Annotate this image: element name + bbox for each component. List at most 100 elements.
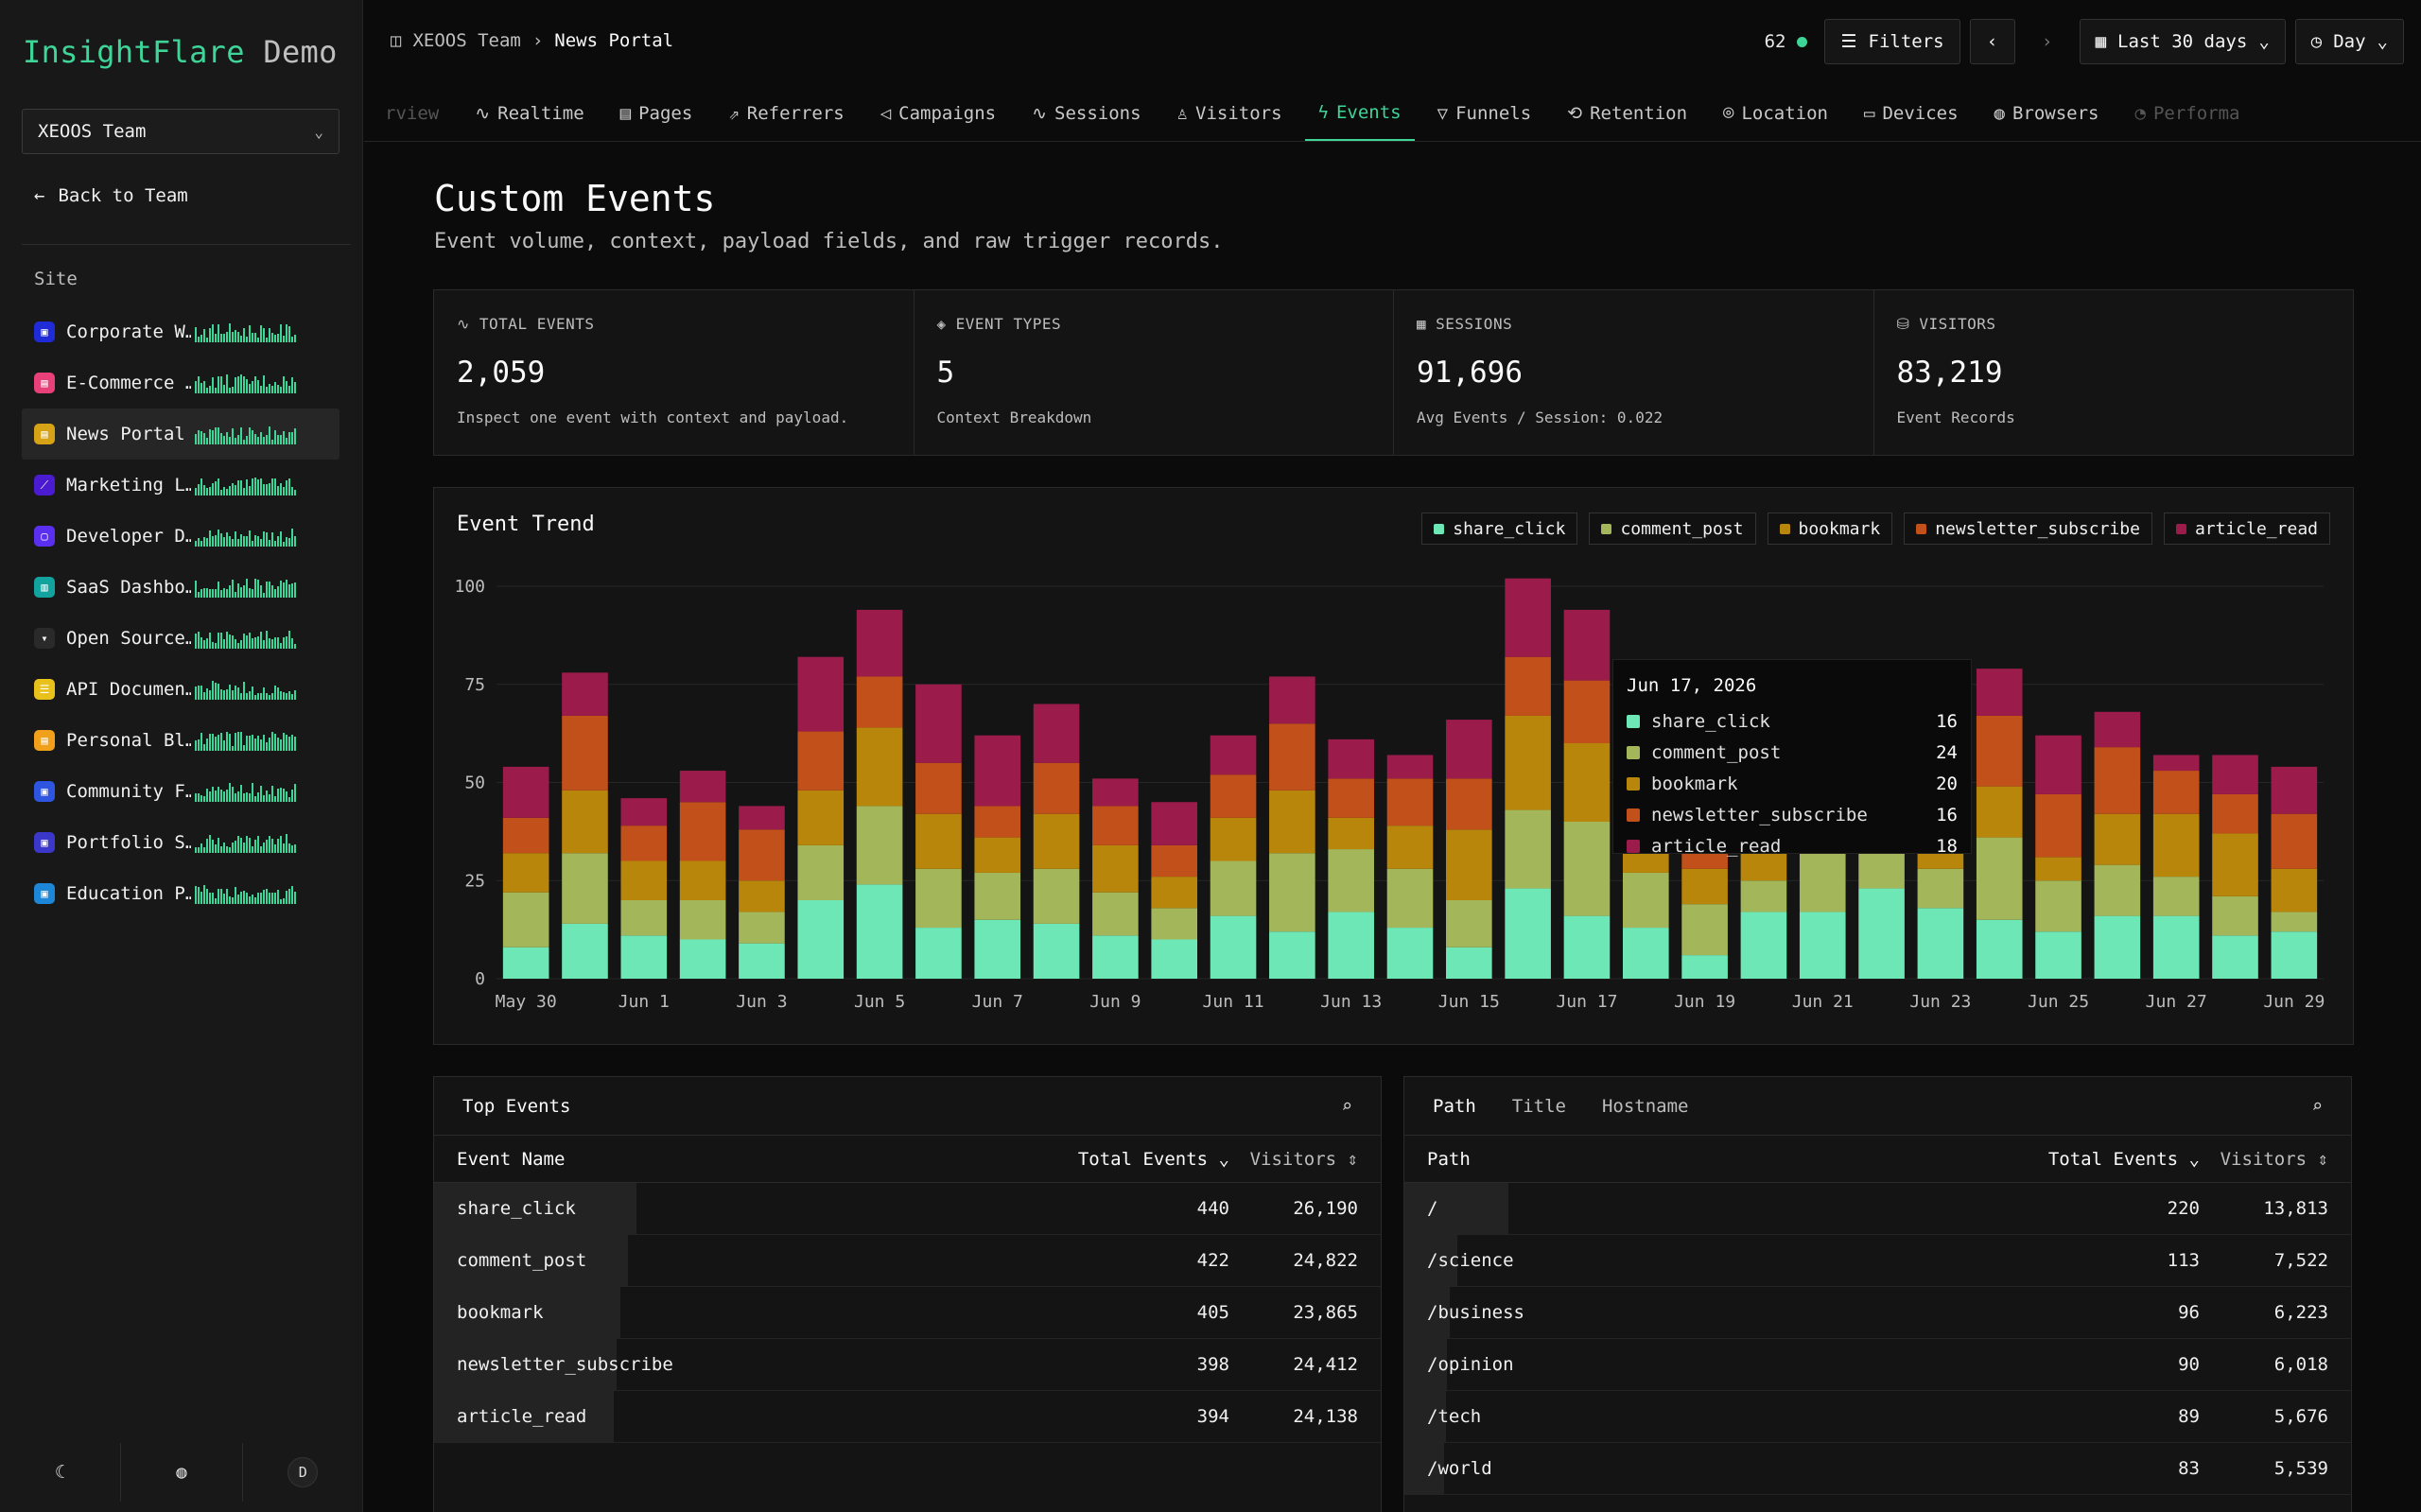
bar-segment[interactable]	[1976, 786, 2023, 838]
table-row[interactable]: /opinion 90 6,018	[1404, 1339, 2351, 1391]
bar-segment[interactable]	[1505, 656, 1551, 716]
bar-segment[interactable]	[562, 923, 608, 979]
bar-segment[interactable]	[1505, 809, 1551, 889]
column-total-events[interactable]: Total Events ⌄	[2039, 1149, 2200, 1170]
table-row[interactable]: /business 96 6,223	[1404, 1287, 2351, 1339]
site-item[interactable]: ▢ Developer D…	[22, 511, 340, 562]
bar-segment[interactable]	[1976, 715, 2023, 787]
bar-segment[interactable]	[1740, 880, 1787, 912]
bar-segment[interactable]	[1681, 904, 1728, 956]
bar-segment[interactable]	[2152, 813, 2200, 878]
date-range-select[interactable]: ▦ Last 30 days ⌄	[2079, 19, 2286, 64]
language-button[interactable]: ◍	[121, 1443, 243, 1502]
bar-segment[interactable]	[2094, 813, 2141, 865]
bar-segment[interactable]	[1210, 915, 1257, 979]
bar-segment[interactable]	[1269, 790, 1315, 854]
legend-item[interactable]: bookmark	[1767, 513, 1893, 545]
bar-segment[interactable]	[1092, 892, 1139, 936]
bar-segment[interactable]	[739, 912, 785, 944]
bar-segment[interactable]	[1033, 868, 1080, 924]
table-row[interactable]: article_read 394 24,138	[434, 1391, 1381, 1443]
bar-segment[interactable]	[1269, 723, 1315, 791]
bar-segment[interactable]	[1092, 806, 1139, 845]
tab-realtime[interactable]: ∿ Realtime	[462, 85, 597, 141]
user-menu-button[interactable]: D	[243, 1443, 363, 1502]
bar-segment[interactable]	[915, 928, 962, 979]
bar-segment[interactable]	[1563, 609, 1611, 681]
bar-segment[interactable]	[562, 715, 608, 791]
tab-performa[interactable]: ◔ Performa	[2121, 85, 2253, 141]
bar-segment[interactable]	[2035, 880, 2081, 932]
search-icon[interactable]: ⌕	[2311, 1095, 2323, 1117]
bar-segment[interactable]	[1563, 915, 1611, 979]
table-row[interactable]: /science 113 7,522	[1404, 1235, 2351, 1287]
tab-events[interactable]: ϟ Events	[1304, 85, 1415, 141]
bar-segment[interactable]	[915, 762, 962, 814]
bar-segment[interactable]	[1033, 813, 1080, 869]
bar-segment[interactable]	[1976, 919, 2023, 979]
granularity-select[interactable]: ◷ Day ⌄	[2294, 19, 2404, 64]
bar-segment[interactable]	[679, 939, 726, 980]
bar-segment[interactable]	[915, 813, 962, 869]
tab-funnels[interactable]: ▽ Funnels	[1424, 85, 1545, 141]
tab-browsers[interactable]: ◍ Browsers	[1981, 85, 2113, 141]
bar-segment[interactable]	[1328, 739, 1374, 779]
bar-segment[interactable]	[739, 806, 785, 830]
bar-segment[interactable]	[1210, 817, 1257, 861]
filters-button[interactable]: ☰ Filters	[1824, 19, 1960, 64]
bar-segment[interactable]	[562, 853, 608, 924]
bar-segment[interactable]	[1563, 743, 1611, 822]
team-select[interactable]: XEOOS Team ⌄	[22, 109, 340, 154]
site-item[interactable]: ▤ Personal Bl…	[22, 715, 340, 766]
bar-segment[interactable]	[1151, 802, 1198, 845]
previous-period-button[interactable]: ‹	[1969, 19, 2015, 64]
bar-segment[interactable]	[2152, 915, 2200, 979]
bar-segment[interactable]	[739, 943, 785, 979]
bar-segment[interactable]	[1386, 778, 1434, 826]
bar-segment[interactable]	[797, 656, 845, 732]
bar-segment[interactable]	[562, 672, 608, 716]
bar-segment[interactable]	[1092, 935, 1139, 979]
bar-segment[interactable]	[1799, 912, 1846, 979]
column-event-name[interactable]: Event Name	[457, 1148, 566, 1170]
legend-item[interactable]: comment_post	[1589, 513, 1756, 545]
bar-segment[interactable]	[1151, 939, 1198, 980]
bar-segment[interactable]	[1858, 888, 1905, 979]
table-row[interactable]: comment_post 422 24,822	[434, 1235, 1381, 1287]
bar-segment[interactable]	[1210, 860, 1257, 916]
subtab-title[interactable]: Title	[1511, 1095, 1566, 1117]
tab-visitors[interactable]: ♙ Visitors	[1164, 85, 1296, 141]
bar-segment[interactable]	[620, 826, 668, 861]
site-item[interactable]: ▥ SaaS Dashbo…	[22, 562, 340, 613]
bar-segment[interactable]	[915, 684, 962, 763]
bar-segment[interactable]	[856, 609, 903, 677]
site-item[interactable]: ▣ Corporate W…	[22, 306, 340, 357]
tab-pages[interactable]: ▤ Pages	[607, 85, 706, 141]
subtab-path[interactable]: Path	[1433, 1095, 1476, 1117]
bar-segment[interactable]	[2271, 931, 2318, 979]
site-item[interactable]: ☰ API Documen…	[22, 664, 340, 715]
bar-segment[interactable]	[2271, 766, 2318, 814]
bar-segment[interactable]	[974, 872, 1021, 920]
legend-item[interactable]: article_read	[2163, 513, 2330, 545]
bar-segment[interactable]	[1092, 844, 1139, 893]
bar-segment[interactable]	[1269, 853, 1315, 932]
bar-segment[interactable]	[2271, 868, 2318, 912]
bar-segment[interactable]	[1505, 888, 1551, 979]
column-total-events[interactable]: Total Events ⌄	[1069, 1149, 1229, 1170]
bar-segment[interactable]	[1446, 947, 1492, 979]
bar-segment[interactable]	[1622, 872, 1669, 929]
legend-item[interactable]: newsletter_subscribe	[1904, 513, 2152, 545]
bar-segment[interactable]	[2035, 735, 2081, 794]
table-row[interactable]: /world 83 5,539	[1404, 1443, 2351, 1495]
bar-segment[interactable]	[2212, 793, 2258, 834]
search-icon[interactable]: ⌕	[1341, 1095, 1352, 1117]
bar-segment[interactable]	[502, 817, 549, 854]
bar-segment[interactable]	[1505, 715, 1551, 810]
bar-segment[interactable]	[1033, 704, 1080, 763]
site-item[interactable]: ▤ E-Commerce …	[22, 357, 340, 408]
bar-segment[interactable]	[502, 853, 549, 893]
table-row[interactable]: /tech 89 5,676	[1404, 1391, 2351, 1443]
breadcrumb-team[interactable]: XEOOS Team	[412, 30, 521, 51]
tab-location[interactable]: ⌾ Location	[1710, 85, 1841, 141]
